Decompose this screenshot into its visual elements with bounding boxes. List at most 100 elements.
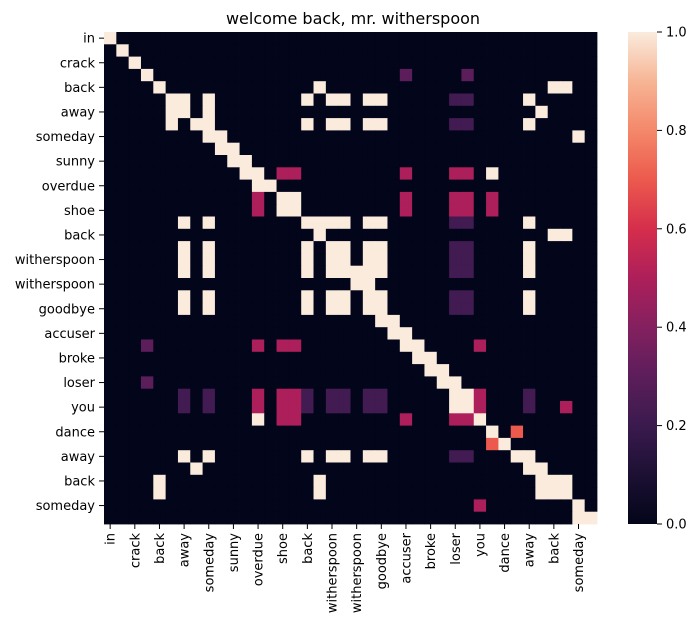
heatmap-cell — [264, 56, 277, 70]
heatmap-cell — [251, 155, 265, 168]
heatmap-cell — [338, 278, 351, 291]
heatmap-cell — [399, 302, 413, 316]
heatmap-cell — [190, 155, 203, 168]
heatmap-cell — [547, 450, 561, 463]
heatmap-cell — [214, 241, 228, 254]
heatmap-cell — [461, 44, 475, 57]
heatmap-cell — [436, 413, 450, 426]
heatmap-cell — [486, 376, 499, 390]
heatmap-cell — [584, 339, 598, 353]
heatmap-cell — [128, 364, 142, 377]
heatmap-cell — [190, 118, 203, 131]
heatmap-cell — [276, 93, 290, 107]
heatmap-cell — [461, 474, 475, 488]
heatmap-cell — [486, 462, 499, 476]
heatmap-cell — [153, 204, 167, 217]
heatmap-cell — [116, 155, 130, 168]
heatmap-cell — [276, 450, 290, 463]
heatmap-cell — [202, 437, 216, 451]
heatmap-cell — [362, 56, 376, 70]
heatmap-cell — [227, 413, 240, 426]
heatmap-cell — [387, 216, 401, 230]
heatmap-cell — [523, 388, 536, 402]
heatmap-cell — [301, 167, 314, 180]
heatmap-cell — [375, 179, 388, 193]
heatmap-cell — [251, 401, 265, 414]
heatmap-cell — [301, 56, 314, 70]
heatmap-cell — [190, 142, 203, 156]
heatmap-cell — [535, 155, 549, 168]
heatmap-cell — [325, 401, 339, 414]
heatmap-cell — [239, 81, 253, 94]
heatmap-cell — [535, 216, 549, 230]
heatmap-cell — [473, 32, 487, 45]
heatmap-cell — [584, 204, 598, 217]
heatmap-cell — [264, 450, 277, 463]
x-tick-label: sunny — [227, 533, 242, 572]
heatmap-cell — [449, 167, 462, 180]
heatmap-cell — [104, 130, 117, 144]
heatmap-cell — [473, 142, 487, 156]
colorbar-tick-label: 0.4 — [666, 321, 687, 336]
heatmap-cell — [387, 462, 401, 476]
heatmap-cell — [523, 167, 536, 180]
heatmap-cell — [301, 118, 314, 131]
heatmap-cell — [227, 265, 240, 279]
heatmap-cell — [510, 32, 524, 45]
heatmap-cell — [424, 44, 438, 57]
heatmap-cell — [104, 376, 117, 390]
heatmap-cell — [350, 302, 364, 316]
heatmap-cell — [239, 44, 253, 57]
heatmap-cell — [473, 228, 487, 242]
heatmap-cell — [104, 44, 117, 57]
heatmap-cell — [449, 32, 462, 45]
heatmap-cell — [498, 499, 512, 513]
x-tick-label: crack — [128, 533, 143, 569]
heatmap-cell — [436, 241, 450, 254]
heatmap-cell — [325, 450, 339, 463]
heatmap-cell — [104, 179, 117, 193]
y-tick-label: overdue — [42, 179, 95, 194]
x-tick-label: shoe — [276, 533, 291, 564]
heatmap-cell — [214, 290, 228, 303]
heatmap-cell — [424, 253, 438, 267]
heatmap-cell — [116, 376, 130, 390]
heatmap-cell — [523, 290, 536, 303]
heatmap-cell — [128, 376, 142, 390]
heatmap-cell — [387, 118, 401, 131]
heatmap-cell — [116, 68, 130, 82]
heatmap-cell — [412, 314, 425, 328]
heatmap-cell — [140, 179, 154, 193]
heatmap-cell — [412, 241, 425, 254]
x-tick-marks — [109, 524, 580, 529]
heatmap-cell — [498, 474, 512, 488]
heatmap-cell — [140, 290, 154, 303]
heatmap-cell — [572, 474, 586, 488]
heatmap-cell — [116, 290, 130, 303]
heatmap-cell — [214, 44, 228, 57]
y-tick-marks — [99, 37, 104, 507]
heatmap-cell — [338, 437, 351, 451]
heatmap-cell — [412, 376, 425, 390]
heatmap-cell — [153, 425, 167, 439]
heatmap-cell — [325, 228, 339, 242]
heatmap-cell — [202, 302, 216, 316]
heatmap-cell — [535, 302, 549, 316]
heatmap-cell — [153, 56, 167, 70]
heatmap-cell — [202, 327, 216, 340]
heatmap-cell — [165, 425, 179, 439]
heatmap-cell — [177, 437, 191, 451]
heatmap-cell — [288, 216, 302, 230]
heatmap-cell — [498, 278, 512, 291]
heatmap-cell — [584, 487, 598, 500]
heatmap-cell — [473, 68, 487, 82]
heatmap-cell — [128, 142, 142, 156]
heatmap-cell — [412, 290, 425, 303]
heatmap-cell — [104, 351, 117, 365]
heatmap-cell — [399, 364, 413, 377]
heatmap-cell — [325, 241, 339, 254]
heatmap-cell — [153, 339, 167, 353]
heatmap-cell — [350, 216, 364, 230]
heatmap-cell — [523, 278, 536, 291]
heatmap-cell — [301, 376, 314, 390]
